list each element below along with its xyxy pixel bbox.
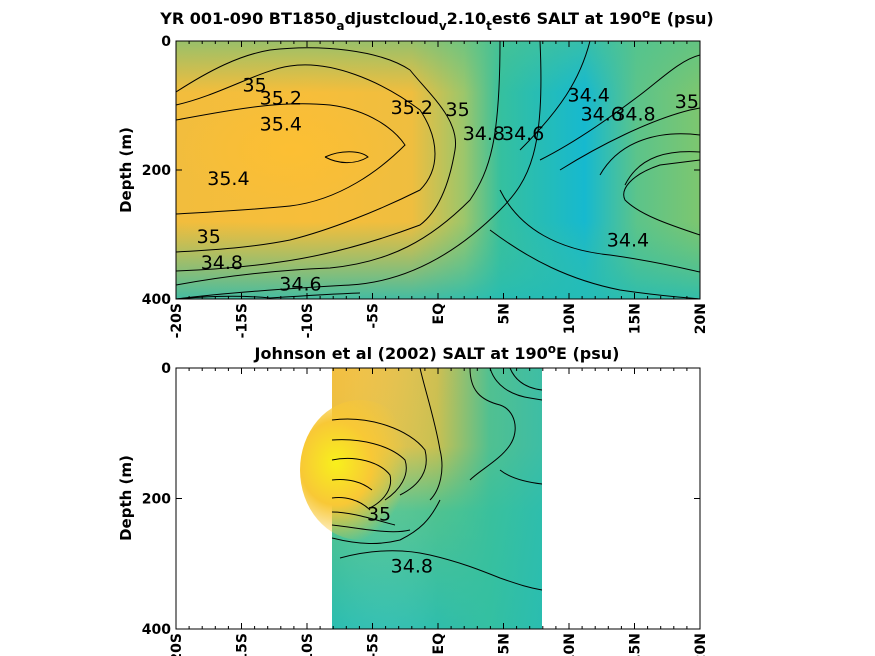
chart-2-contour-lines — [332, 368, 542, 591]
x-tick-label: 20N — [693, 633, 709, 656]
contour-label: 34.8 — [463, 123, 505, 145]
contour-label: 35 — [243, 75, 267, 97]
x-tick-label: 10N — [562, 633, 578, 656]
chart-1-y-ticks: 0 200 400 — [142, 34, 700, 308]
chart-1-x-ticks: -20S -15S -10S -5S EQ 5N 10N 15N 20N — [169, 41, 709, 338]
y-tick-label: 400 — [142, 622, 171, 638]
contour-label: 35 — [675, 91, 699, 113]
chart-1-salt-max — [180, 90, 400, 210]
x-tick-label: 20N — [693, 303, 709, 334]
chart-2-y-ticks: 0 200 400 — [142, 361, 700, 638]
chart-2-contour-labels: 35 34.8 — [367, 503, 433, 577]
contour-label: 35 — [197, 226, 221, 248]
chart-2-x-ticks: -20S -15S -10S -5S EQ 5N 10N 15N 20N — [169, 368, 709, 656]
contour-label: 35.2 — [260, 88, 302, 110]
x-tick-label: -10S — [300, 633, 316, 656]
contour-label: 34.8 — [391, 556, 433, 578]
chart-1-title: YR 001-090 BT1850adjustcloudv2.10test6 S… — [159, 7, 713, 33]
y-tick-label: 400 — [142, 292, 171, 308]
contour-label: 35.4 — [207, 168, 249, 190]
x-tick-label: EQ — [431, 303, 447, 325]
chart-2-salt-max — [300, 400, 420, 540]
contour-label: 34.4 — [607, 229, 649, 251]
contour-label: 35.2 — [391, 97, 433, 119]
contour-label: 34.4 — [567, 84, 609, 106]
contour-label: 34.6 — [581, 104, 623, 126]
x-tick-label: 15N — [628, 633, 644, 656]
contour-label: 35.4 — [260, 113, 302, 135]
chart-2: Johnson et al (2002) SALT at 190oE (psu)… — [117, 342, 709, 656]
x-tick-label: 10N — [562, 303, 578, 334]
chart-1-contour-lines — [176, 41, 700, 299]
chart-1: YR 001-090 BT1850adjustcloudv2.10test6 S… — [117, 7, 714, 338]
contour-label: 34.6 — [279, 273, 321, 295]
x-tick-label: -5S — [366, 633, 382, 656]
contour-label: 34.6 — [502, 123, 544, 145]
y-tick-label: 0 — [161, 34, 171, 50]
chart-2-title: Johnson et al (2002) SALT at 190oE (psu) — [254, 342, 620, 363]
x-tick-label: -15S — [235, 303, 251, 338]
y-tick-label: 0 — [161, 361, 171, 377]
chart-1-ylabel: Depth (m) — [117, 127, 135, 213]
x-tick-label: -10S — [300, 303, 316, 338]
chart-2-ylabel: Depth (m) — [117, 455, 135, 541]
contour-label: 35 — [367, 503, 391, 525]
x-tick-label: -20S — [169, 303, 185, 338]
x-tick-label: -5S — [366, 303, 382, 329]
x-tick-label: -20S — [169, 633, 185, 656]
y-tick-label: 200 — [142, 163, 171, 179]
x-tick-label: 5N — [497, 633, 513, 654]
x-tick-label: EQ — [431, 633, 447, 655]
y-tick-label: 200 — [142, 492, 171, 508]
contour-label: 35 — [446, 99, 470, 121]
contour-label: 34.8 — [201, 252, 243, 274]
contour-label: 34.8 — [613, 104, 655, 126]
x-tick-label: 5N — [497, 303, 513, 324]
x-tick-label: 15N — [628, 303, 644, 334]
x-tick-label: -15S — [235, 633, 251, 656]
